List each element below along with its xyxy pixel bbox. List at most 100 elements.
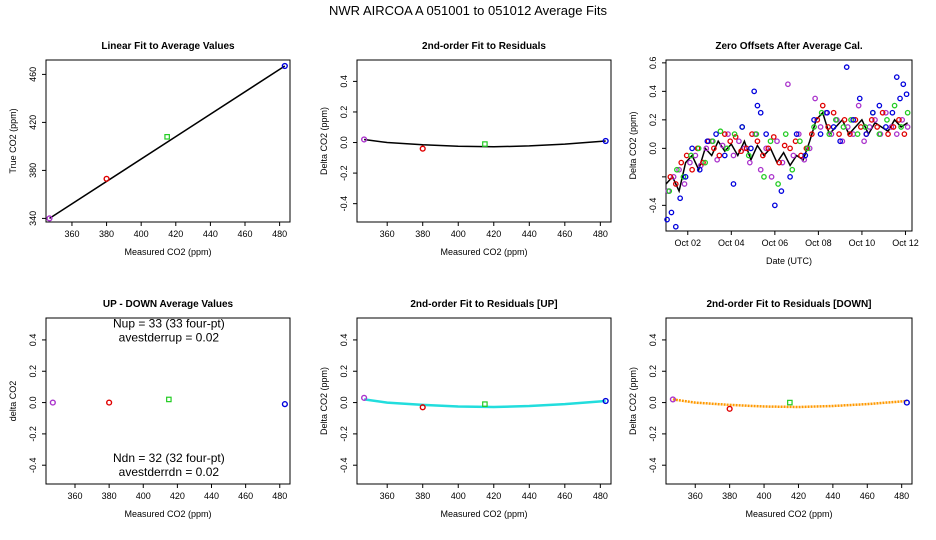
fit-line xyxy=(665,111,909,194)
chart-p2: 2nd-order Fit to Residuals 360 380 400 420 44… xyxy=(319,41,612,257)
point-blue xyxy=(850,117,857,123)
data-point-red xyxy=(419,404,426,411)
point-blue xyxy=(787,174,793,180)
fit-curve xyxy=(363,398,606,409)
point-purple xyxy=(757,166,764,173)
point-green xyxy=(709,138,716,145)
y-tick-label: -0.4 xyxy=(648,457,658,473)
point-green xyxy=(775,181,781,187)
point-purple xyxy=(904,124,911,130)
data-point-blue xyxy=(281,62,288,70)
point-blue xyxy=(811,117,817,123)
y-tick-label: 0.2 xyxy=(339,106,349,119)
point-blue xyxy=(830,124,837,130)
point-purple xyxy=(730,152,737,159)
point-purple xyxy=(676,166,682,173)
point-purple xyxy=(746,159,753,166)
point-blue xyxy=(763,131,769,137)
y-axis-label: Delta CO2 (ppm) xyxy=(319,107,329,175)
point-purple xyxy=(795,131,802,137)
point-green xyxy=(832,117,839,123)
chart-p5: 2nd-order Fit to Residuals [UP] 360 380 400… xyxy=(319,299,612,519)
point-blue xyxy=(689,145,695,152)
page-title: NWR AIRCOA A 051001 to 051012 Average Fi… xyxy=(329,3,607,18)
y-tick-label: 0.4 xyxy=(648,334,658,347)
point-blue xyxy=(824,109,830,116)
fit-curve xyxy=(364,138,606,148)
point-green xyxy=(666,188,673,194)
point-blue xyxy=(876,102,883,109)
point-purple xyxy=(687,159,693,166)
point-green xyxy=(898,124,904,130)
point-blue xyxy=(730,181,737,187)
x-axis-label: Measured CO2 (ppm) xyxy=(124,509,211,519)
y-tick-label: -0.2 xyxy=(648,426,658,442)
point-red xyxy=(841,117,848,123)
x-tick-label: 360 xyxy=(64,229,79,239)
y-tick-label: 0.0 xyxy=(28,396,38,409)
fit-line xyxy=(49,65,286,220)
chart-title: 2nd-order Fit to Residuals [DOWN] xyxy=(707,299,872,310)
point-purple xyxy=(725,131,731,137)
point-purple xyxy=(703,145,710,152)
plot-frame xyxy=(356,317,612,485)
point-purple xyxy=(714,156,721,163)
x-tick-label: 360 xyxy=(67,491,82,501)
y-tick-label: 460 xyxy=(28,67,38,82)
point-green xyxy=(854,131,861,137)
point-green xyxy=(884,117,890,123)
plot-frame xyxy=(45,317,291,485)
data-point-blue xyxy=(602,397,609,405)
y-tick-label: 380 xyxy=(28,163,38,178)
point-green xyxy=(724,145,730,152)
x-tick-label: 480 xyxy=(894,491,909,501)
point-blue xyxy=(889,109,896,116)
point-blue xyxy=(863,131,870,137)
point-red xyxy=(732,134,739,140)
data-point-purple xyxy=(361,394,368,401)
plot-frame xyxy=(45,59,291,223)
x-tick-label: 460 xyxy=(557,491,572,501)
point-red xyxy=(847,131,853,137)
x-tick-label: 420 xyxy=(791,491,806,501)
y-axis-label: Delta CO2 (ppm) xyxy=(319,367,329,435)
point-blue xyxy=(778,188,785,194)
point-green xyxy=(674,166,680,173)
x-tick-label: 480 xyxy=(272,491,287,501)
point-green xyxy=(840,124,847,130)
point-green xyxy=(818,109,825,116)
point-blue xyxy=(682,174,689,180)
point-red xyxy=(738,148,744,155)
point-green xyxy=(811,124,817,130)
point-blue xyxy=(668,209,675,216)
y-tick-label: -0.4 xyxy=(339,196,349,212)
y-tick-label: 0.2 xyxy=(648,365,658,378)
point-purple xyxy=(763,145,769,152)
point-green xyxy=(680,174,687,180)
x-tick-label: Oct 10 xyxy=(849,238,876,248)
x-tick-label: Oct 02 xyxy=(675,238,702,248)
point-purple xyxy=(855,102,862,109)
point-purple xyxy=(806,145,813,152)
x-axis-label: Date (UTC) xyxy=(766,256,812,266)
plot-frame xyxy=(665,59,913,232)
point-blue xyxy=(883,124,889,130)
chart-title: UP - DOWN Average Values xyxy=(103,299,234,310)
x-tick-label: Oct 08 xyxy=(805,238,832,248)
chart-title: Zero Offsets After Average Cal. xyxy=(715,41,862,52)
point-green xyxy=(904,109,911,116)
x-tick-label: 360 xyxy=(380,491,395,501)
point-purple xyxy=(774,138,780,145)
point-purple xyxy=(681,181,688,187)
point-red xyxy=(711,145,717,152)
annotation: avestderrdn = 0.02 xyxy=(119,465,220,479)
point-red xyxy=(700,159,706,166)
point-blue xyxy=(843,64,850,70)
x-tick-label: 420 xyxy=(168,229,183,239)
point-red xyxy=(760,152,766,159)
point-purple xyxy=(839,138,846,145)
data-point-green xyxy=(787,399,793,406)
point-green xyxy=(876,131,883,137)
chart-p4: UP - DOWN Average Values 360 380 400 420 440 4… xyxy=(8,299,291,519)
